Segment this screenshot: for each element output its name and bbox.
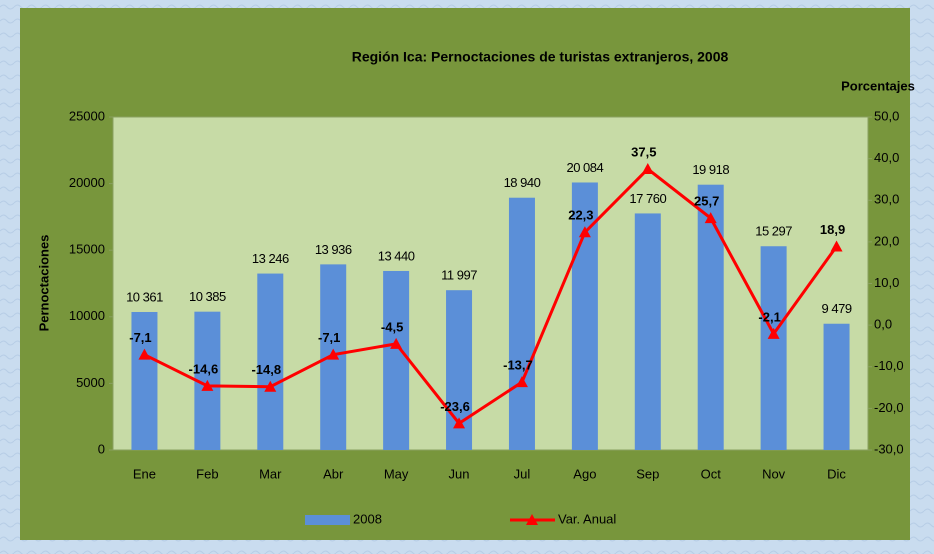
y-tick-label: 0 xyxy=(98,441,105,456)
y-tick-label: 5000 xyxy=(76,375,105,390)
line-value-label: -4,5 xyxy=(381,319,403,334)
legend-label: Var. Anual xyxy=(558,511,616,526)
line-value-label: -23,6 xyxy=(440,399,470,414)
y-tick-label: 10000 xyxy=(69,308,105,323)
y2-tick-label: 20,0 xyxy=(874,233,899,248)
bar xyxy=(760,246,787,450)
line-value-label: -13,7 xyxy=(503,358,533,373)
bar-value-label: 18 940 xyxy=(504,175,541,190)
y2-tick-label: 0,0 xyxy=(874,317,892,332)
line-marker xyxy=(390,337,403,349)
line xyxy=(143,167,838,426)
y-tick-label: 20000 xyxy=(69,175,105,190)
bar xyxy=(508,197,535,450)
x-tick-label: Jun xyxy=(449,466,470,481)
bar xyxy=(383,270,410,450)
line-value-label: 22,3 xyxy=(568,208,593,223)
x-tick-label: Dic xyxy=(827,466,846,481)
bar-value-label: 19 918 xyxy=(692,162,729,177)
bar-value-label: 13 246 xyxy=(252,251,289,266)
y2-tick-label: -10,0 xyxy=(874,358,904,373)
line-marker xyxy=(830,240,843,252)
legend-swatch xyxy=(305,515,350,525)
line-marker xyxy=(453,417,466,429)
x-tick-label: Oct xyxy=(701,466,722,481)
y-tick-label: 25000 xyxy=(69,108,105,123)
bar-value-label: 13 440 xyxy=(378,248,415,263)
line-marker xyxy=(138,348,151,360)
bar xyxy=(131,311,158,450)
bar xyxy=(634,213,661,450)
line-value-label: -2,1 xyxy=(758,309,780,324)
x-tick-label: May xyxy=(384,466,409,481)
y-tick-label: 15000 xyxy=(69,242,105,257)
y2-tick-label: -20,0 xyxy=(874,400,904,415)
legend-label: 2008 xyxy=(353,511,382,526)
legend-marker xyxy=(526,514,538,525)
bar-value-label: 11 997 xyxy=(441,268,477,283)
x-tick-label: Nov xyxy=(762,466,786,481)
y2-tick-label: 40,0 xyxy=(874,150,899,165)
y-axis-label: Pernoctaciones xyxy=(36,235,51,332)
y2-axis-label: Porcentajes xyxy=(841,78,915,93)
x-tick-label: Ene xyxy=(133,466,156,481)
line-marker xyxy=(641,163,654,175)
line-marker xyxy=(201,379,214,391)
line-marker xyxy=(704,212,717,224)
bar-value-label: 15 297 xyxy=(755,224,792,239)
y2-tick-label: 10,0 xyxy=(874,275,899,290)
line-marker xyxy=(264,380,277,392)
bar-value-label: 10 385 xyxy=(189,289,226,304)
line-marker xyxy=(578,226,591,238)
bar xyxy=(697,184,724,450)
line-marker xyxy=(327,348,340,360)
line-value-label: 18,9 xyxy=(820,222,845,237)
chart-title: Región Ica: Pernoctaciones de turistas e… xyxy=(352,49,729,65)
x-tick-label: Sep xyxy=(636,466,659,481)
y2-tick-label: -30,0 xyxy=(874,441,904,456)
x-tick-label: Ago xyxy=(573,466,596,481)
bar-value-label: 9 479 xyxy=(822,301,852,316)
x-tick-label: Abr xyxy=(323,466,344,481)
line-value-label: -14,6 xyxy=(189,361,219,376)
bar-value-label: 10 361 xyxy=(126,289,163,304)
x-tick-label: Feb xyxy=(196,466,218,481)
line-value-label: -7,1 xyxy=(318,330,340,345)
plot-area xyxy=(112,116,869,451)
x-tick-label: Mar xyxy=(259,466,282,481)
bar xyxy=(257,273,284,450)
y2-tick-label: 30,0 xyxy=(874,192,899,207)
bar-value-label: 13 936 xyxy=(315,242,352,257)
y2-tick-label: 50,0 xyxy=(874,108,899,123)
line-marker xyxy=(767,327,780,339)
line-value-label: 25,7 xyxy=(694,194,719,209)
bar-value-label: 20 084 xyxy=(566,160,603,175)
bar xyxy=(823,323,850,450)
line-marker xyxy=(515,376,528,388)
line-value-label: -14,8 xyxy=(251,362,281,377)
bar-value-label: 17 760 xyxy=(629,191,666,206)
line-value-label: 37,5 xyxy=(631,144,656,159)
line-value-label: -7,1 xyxy=(129,330,151,345)
x-tick-label: Jul xyxy=(514,466,531,481)
